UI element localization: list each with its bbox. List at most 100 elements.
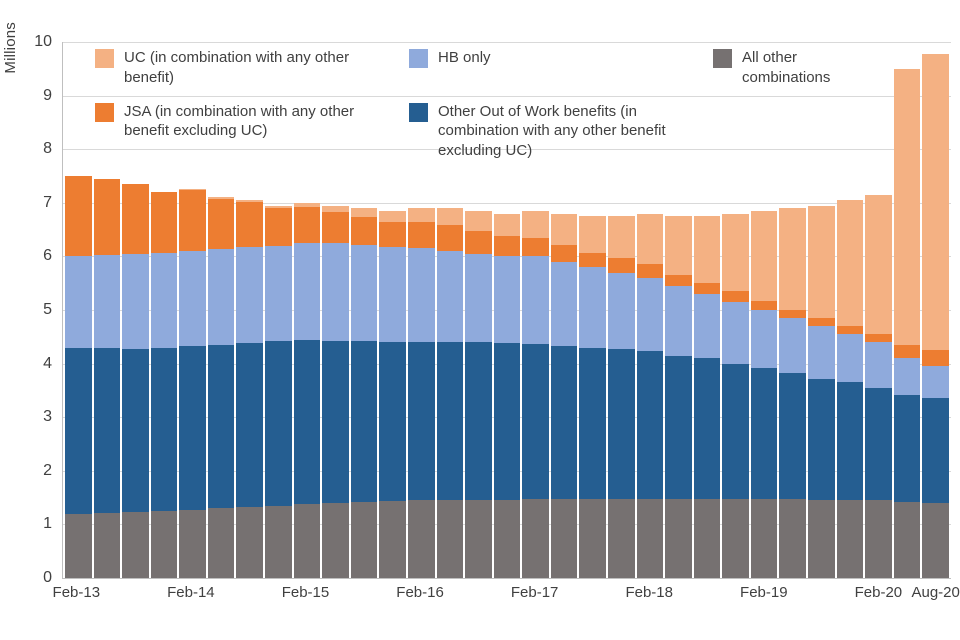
bar-nov-16 (493, 213, 521, 578)
bar-segment (579, 267, 606, 348)
bar-nov-15 (379, 210, 406, 578)
bar-segment (922, 53, 949, 351)
bar-segment (607, 272, 635, 350)
y-tick-label: 6 (43, 247, 52, 265)
legend-item: JSA (in combination with any other benef… (95, 102, 403, 142)
legend-label: JSA (in combination with any other benef… (124, 102, 355, 140)
bar-segment (607, 216, 635, 259)
bar-segment (122, 184, 149, 254)
y-tick-label: 7 (43, 193, 52, 211)
bar-segment (407, 342, 435, 501)
bar-segment (865, 387, 892, 501)
bar-segment (722, 291, 749, 302)
bars-container (63, 42, 951, 578)
bar-segment (893, 358, 921, 395)
bar-segment (465, 342, 492, 500)
gridline (63, 95, 951, 97)
bar-segment (236, 201, 264, 248)
bar-segment (636, 264, 664, 278)
bar-segment (750, 210, 778, 301)
bar-segment (550, 261, 578, 346)
bar-segment (207, 249, 235, 345)
bar-segment (236, 200, 264, 202)
bar-segment (836, 326, 864, 335)
bar-segment (293, 207, 321, 244)
bar-segment (522, 343, 549, 500)
bar-segment (808, 326, 835, 379)
bar-segment (550, 213, 578, 245)
bar-segment (265, 341, 292, 506)
bar-segment (236, 343, 264, 508)
y-tick-label: 10 (34, 33, 52, 50)
bar-segment (293, 504, 321, 578)
bar-segment (465, 210, 492, 232)
bar-segment (293, 202, 321, 208)
bar-segment (379, 246, 406, 343)
bar-segment (836, 382, 864, 501)
bar-aug-13 (122, 184, 149, 578)
bar-segment (65, 513, 92, 578)
bar-segment (693, 216, 721, 284)
bar-segment (150, 252, 178, 348)
bar-segment (750, 300, 778, 311)
bar-nov-14 (265, 205, 292, 578)
bar-segment (265, 208, 292, 246)
bar-segment (407, 500, 435, 578)
bar-segment (836, 500, 864, 578)
bar-segment (922, 350, 949, 367)
plot-area (62, 42, 951, 579)
bar-segment (665, 216, 692, 276)
bar-segment (65, 256, 92, 348)
bar-segment (579, 499, 606, 578)
y-tick-label: 5 (43, 301, 52, 318)
y-tick-label: 2 (43, 461, 52, 479)
bar-segment (779, 372, 807, 500)
bar-segment (865, 500, 892, 578)
bar-segment (893, 394, 921, 502)
bar-segment (893, 501, 921, 578)
bar-segment (350, 208, 378, 217)
bar-segment (779, 310, 807, 319)
bar-segment (436, 208, 464, 226)
bar-segment (693, 498, 721, 578)
bar-segment (808, 378, 835, 500)
bar-segment (750, 499, 778, 578)
bar-segment (522, 237, 549, 257)
bar-segment (722, 302, 749, 364)
bar-segment (436, 225, 464, 252)
bar-segment (779, 208, 807, 311)
bar-segment (207, 508, 235, 578)
bar-aug-19 (808, 205, 835, 578)
bar-feb-20 (865, 194, 892, 578)
bar-segment (207, 197, 235, 199)
bar-aug-20 (922, 53, 949, 578)
bar-segment (893, 344, 921, 359)
bar-aug-15 (350, 208, 378, 578)
bar-feb-18 (636, 213, 664, 578)
bar-may-18 (665, 216, 692, 578)
bar-segment (322, 211, 349, 244)
bar-segment (436, 500, 464, 578)
bar-segment (322, 205, 349, 212)
bar-segment (665, 285, 692, 356)
bar-segment (350, 501, 378, 578)
bar-segment (379, 501, 406, 578)
bar-segment (350, 244, 378, 342)
bar-segment (636, 277, 664, 352)
bar-segment (436, 251, 464, 343)
bar-segment (550, 499, 578, 578)
bar-segment (207, 198, 235, 250)
bar-segment (493, 213, 521, 237)
legend-swatch (713, 49, 732, 68)
bar-segment (865, 342, 892, 388)
bar-segment (665, 275, 692, 286)
bar-nov-18 (722, 213, 749, 578)
bar-may-19 (779, 208, 807, 578)
legend-label: All other combinations (742, 49, 831, 86)
bar-may-13 (93, 178, 121, 578)
bar-feb-17 (522, 210, 549, 578)
bar-segment (722, 363, 749, 499)
legend-swatch (409, 49, 428, 68)
bar-segment (522, 499, 549, 578)
legend-label: HB only (438, 49, 491, 66)
